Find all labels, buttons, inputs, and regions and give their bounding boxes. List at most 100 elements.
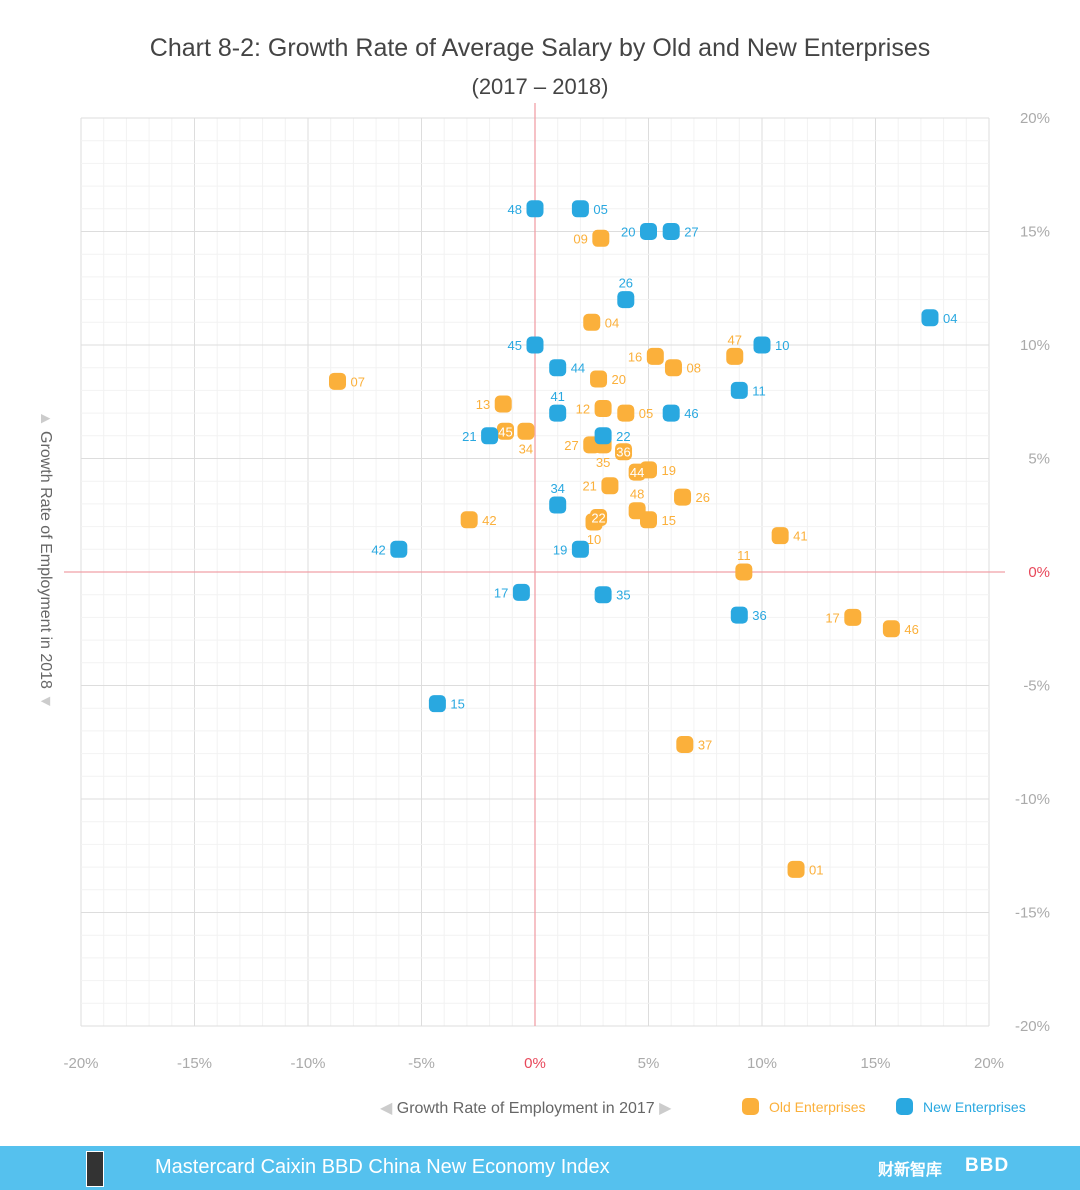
legend-label-new: New Enterprises bbox=[923, 1098, 1026, 1115]
data-label-old: 10 bbox=[587, 532, 601, 547]
x-tick-label: -15% bbox=[177, 1055, 212, 1072]
data-label-old: 47 bbox=[728, 332, 742, 347]
data-label-old: 05 bbox=[639, 406, 653, 421]
data-label-old: 04 bbox=[605, 315, 619, 330]
y-tick-label: 0% bbox=[1028, 564, 1050, 581]
data-point-new bbox=[662, 223, 680, 240]
data-label-new: 17 bbox=[494, 585, 508, 600]
legend-swatch-old bbox=[742, 1098, 759, 1115]
data-point-new bbox=[921, 309, 939, 327]
data-label-old: 44 bbox=[630, 465, 644, 480]
data-point-old bbox=[844, 608, 862, 626]
x-tick-label: -10% bbox=[290, 1055, 325, 1072]
data-label-new: 36 bbox=[752, 608, 766, 623]
data-label-old: 27 bbox=[564, 438, 578, 453]
data-point-new bbox=[481, 427, 499, 445]
data-point-new bbox=[594, 427, 612, 445]
data-label-old: 48 bbox=[630, 487, 644, 502]
data-label-old: 15 bbox=[662, 513, 676, 528]
chart-title: Chart 8-2: Growth Rate of Average Salary… bbox=[149, 34, 931, 62]
legend-swatch-new bbox=[896, 1098, 913, 1115]
x-tick-label: 10% bbox=[747, 1055, 777, 1072]
data-point-new bbox=[512, 583, 530, 601]
data-point-old bbox=[787, 860, 805, 878]
data-label-old: 41 bbox=[793, 529, 807, 544]
bbd-logo: BBD bbox=[965, 1155, 1010, 1176]
data-label-new: 48 bbox=[508, 202, 522, 217]
data-label-new: 44 bbox=[571, 361, 585, 376]
data-point-old bbox=[628, 463, 646, 481]
data-label-old: 42 bbox=[482, 513, 496, 528]
data-label-new: 20 bbox=[621, 225, 635, 240]
chart-subtitle: (2017 – 2018) bbox=[471, 74, 609, 99]
data-label-old: 45 bbox=[498, 424, 512, 439]
y-tick-label: -15% bbox=[1015, 905, 1050, 922]
data-point-old bbox=[735, 563, 753, 581]
data-label-new: 05 bbox=[593, 202, 607, 217]
data-point-new bbox=[640, 223, 657, 240]
data-point-new bbox=[617, 291, 635, 309]
data-label-old: 34 bbox=[519, 441, 533, 456]
data-label-old: 22 bbox=[591, 511, 605, 526]
x-tick-label: -5% bbox=[408, 1055, 435, 1072]
y-tick-label: -5% bbox=[1023, 678, 1050, 695]
data-label-old: 07 bbox=[351, 374, 365, 389]
y-axis-label: ▲ Growth Rate of Employment in 2018 ▼ bbox=[37, 410, 54, 710]
data-label-new: 46 bbox=[684, 406, 698, 421]
data-label-old: 09 bbox=[573, 231, 587, 246]
x-tick-label: -20% bbox=[63, 1055, 98, 1072]
data-point-old bbox=[617, 404, 635, 422]
data-point-old bbox=[664, 359, 682, 377]
data-point-old bbox=[674, 488, 692, 506]
scatter-plot: -20% -15% -10% -5% 0% 5% 10% 15% 20% 20% 15% 10% 5% 0… bbox=[63, 103, 1050, 1072]
data-point-old bbox=[615, 443, 633, 461]
data-point-old bbox=[726, 347, 744, 365]
data-point-old bbox=[594, 400, 612, 418]
y-tick-label: -20% bbox=[1015, 1018, 1050, 1035]
footer-bar: Mastercard Caixin BBD China New Economy … bbox=[0, 1146, 1080, 1190]
data-point-old bbox=[460, 511, 478, 529]
data-point-new bbox=[730, 381, 748, 399]
data-label-old: 13 bbox=[476, 397, 490, 412]
y-tick-label: 20% bbox=[1020, 110, 1050, 127]
data-label-old: 12 bbox=[576, 402, 590, 417]
data-label-new: 34 bbox=[550, 481, 564, 496]
y-tick-label: 15% bbox=[1020, 224, 1050, 241]
data-label-old: 16 bbox=[628, 349, 642, 364]
nei-logo bbox=[86, 1151, 104, 1187]
data-point-new bbox=[428, 695, 446, 713]
data-point-old bbox=[590, 509, 608, 527]
data-label-new: 22 bbox=[616, 429, 630, 444]
data-label-new: 41 bbox=[550, 389, 564, 404]
data-label-old: 08 bbox=[686, 361, 700, 376]
y-tick-label: 10% bbox=[1020, 337, 1050, 354]
data-point-new bbox=[390, 540, 408, 558]
data-point-old bbox=[494, 395, 512, 413]
x-tick-label: 20% bbox=[974, 1055, 1004, 1072]
footer-title: Mastercard Caixin BBD China New Economy … bbox=[155, 1156, 610, 1178]
data-point-old bbox=[882, 620, 900, 638]
data-point-old bbox=[329, 372, 347, 390]
data-point-old bbox=[496, 422, 514, 440]
y-tick-label: 5% bbox=[1028, 451, 1050, 468]
x-tick-label: 5% bbox=[638, 1055, 660, 1072]
data-point-new bbox=[571, 540, 589, 558]
data-label-old: 11 bbox=[737, 548, 751, 563]
data-point-old bbox=[583, 313, 601, 331]
data-point-old bbox=[601, 477, 619, 495]
data-point-old bbox=[646, 347, 664, 365]
data-label-new: 27 bbox=[684, 225, 698, 240]
x-tick-label: 0% bbox=[524, 1055, 546, 1072]
data-point-new bbox=[526, 200, 544, 218]
data-point-old bbox=[592, 229, 610, 247]
x-tick-label: 15% bbox=[860, 1055, 890, 1072]
data-point-new bbox=[571, 200, 589, 218]
data-label-new: 26 bbox=[619, 276, 633, 291]
data-label-new: 42 bbox=[371, 542, 385, 557]
data-label-old: 19 bbox=[662, 463, 676, 478]
data-label-new: 15 bbox=[450, 697, 464, 712]
data-point-new bbox=[594, 586, 612, 604]
x-axis-label: ◀ Growth Rate of Employment in 2017 ▶ bbox=[380, 1100, 672, 1117]
data-label-new: 45 bbox=[508, 338, 522, 353]
data-point-new bbox=[549, 496, 567, 514]
